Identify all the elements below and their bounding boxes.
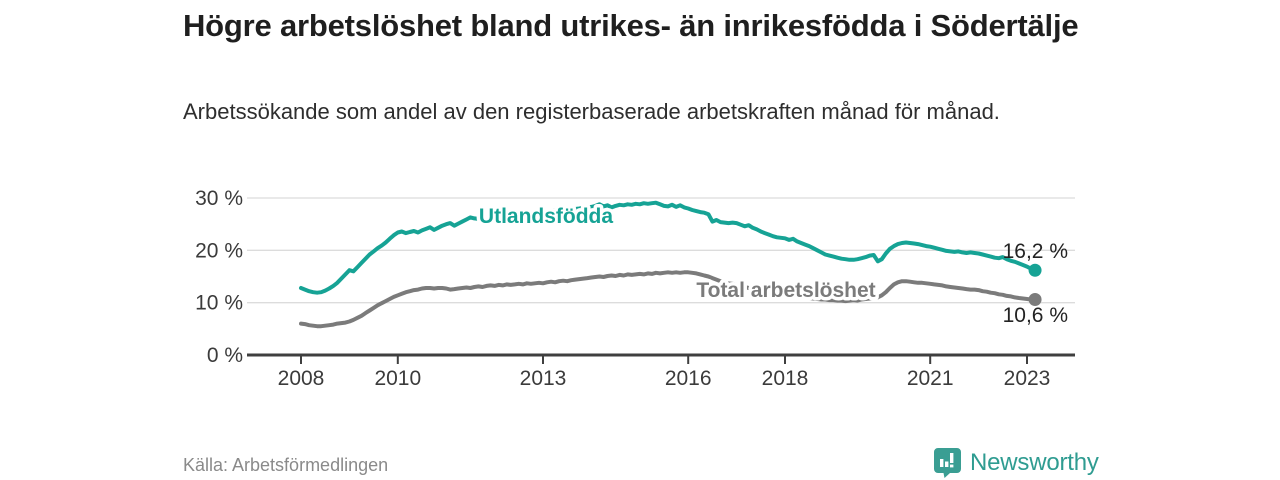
x-tick-label: 2013 bbox=[520, 367, 567, 390]
series-label: Total arbetslöshet bbox=[696, 279, 875, 302]
x-tick-label: 2018 bbox=[762, 367, 809, 390]
y-tick-label: 20 % bbox=[195, 239, 243, 262]
x-tick-label: 2016 bbox=[665, 367, 712, 390]
series-end-value: 10,6 % bbox=[1003, 304, 1068, 327]
chart-subtitle: Arbetssökande som andel av den registerb… bbox=[183, 99, 1000, 124]
series-end-dot bbox=[1028, 293, 1042, 307]
brand-logo: Newsworthy bbox=[933, 447, 1099, 478]
x-tick-label: 2023 bbox=[1004, 367, 1051, 390]
source-note: Källa: Arbetsförmedlingen bbox=[183, 455, 389, 475]
series-end-dot bbox=[1028, 263, 1042, 277]
page-title: Högre arbetslöshet bland utrikes- än inr… bbox=[183, 8, 1079, 43]
series-line-utlandsf-dda bbox=[299, 200, 1038, 295]
brand-name: Newsworthy bbox=[970, 448, 1099, 476]
series-label: Utlandsfödda bbox=[479, 205, 613, 228]
series-line-total-arbetsl-shet bbox=[299, 270, 1038, 329]
x-tick-label: 2021 bbox=[907, 367, 954, 390]
y-tick-label: 10 % bbox=[195, 292, 243, 315]
newsworthy-icon bbox=[933, 447, 962, 478]
x-tick-label: 2008 bbox=[278, 367, 325, 390]
series-end-value: 16,2 % bbox=[1003, 240, 1068, 263]
y-tick-label: 30 % bbox=[195, 187, 243, 210]
x-tick-label: 2010 bbox=[374, 367, 421, 390]
y-tick-label: 0 % bbox=[207, 344, 243, 367]
